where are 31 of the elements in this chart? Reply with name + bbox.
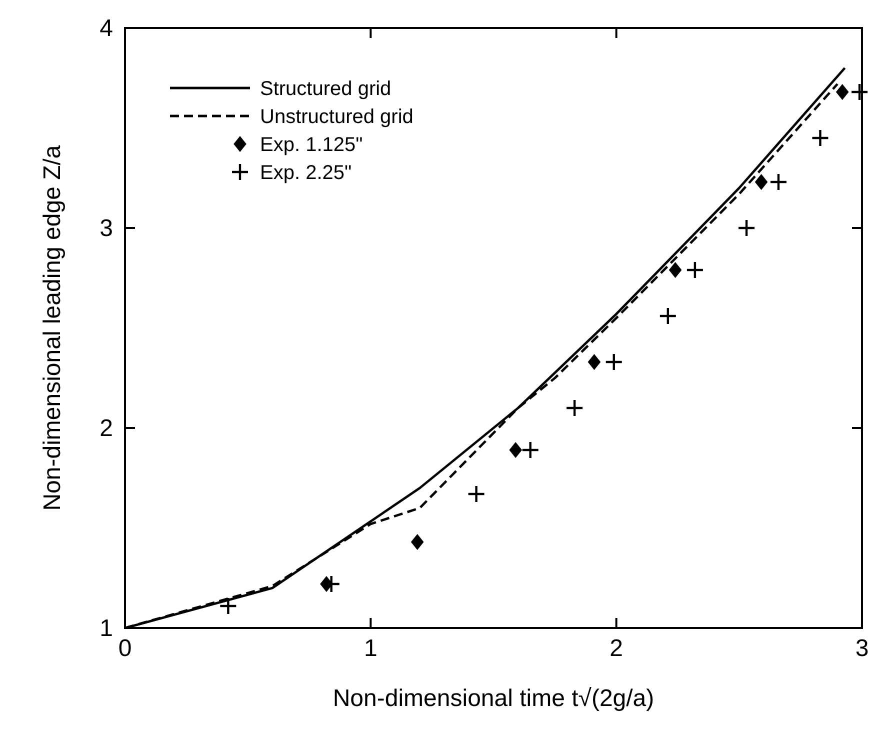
- legend-label: Exp. 2.25": [260, 162, 352, 184]
- x-axis-title: Non-dimensional time t√(2g/a): [332, 685, 654, 712]
- y-tick-label: 4: [100, 15, 113, 42]
- point: [668, 262, 682, 278]
- y-tick-label: 1: [100, 615, 113, 642]
- point: [850, 82, 869, 102]
- x-tick-label: 0: [118, 635, 132, 662]
- point: [410, 534, 424, 550]
- point: [737, 218, 756, 238]
- point: [754, 174, 768, 190]
- legend-label: Unstructured grid: [260, 106, 414, 128]
- point: [769, 172, 788, 192]
- y-tick-label: 2: [100, 415, 113, 442]
- point: [467, 484, 486, 504]
- x-tick-label: 1: [364, 635, 378, 662]
- point: [686, 260, 704, 280]
- point: [521, 440, 540, 460]
- legend-label: Structured grid: [260, 78, 392, 100]
- y-tick-label: 3: [100, 215, 113, 242]
- x-tick-label: 3: [855, 635, 869, 662]
- point: [604, 352, 623, 372]
- point: [509, 442, 522, 458]
- point: [565, 398, 584, 418]
- point: [811, 128, 830, 148]
- point: [836, 84, 849, 100]
- point: [588, 354, 601, 370]
- legend-label: Exp. 1.125": [260, 134, 363, 156]
- x-tick-label: 2: [610, 635, 624, 662]
- point: [658, 306, 678, 326]
- point: [219, 596, 238, 616]
- y-axis-title: Non-dimensional leading edge Z/a: [39, 144, 66, 511]
